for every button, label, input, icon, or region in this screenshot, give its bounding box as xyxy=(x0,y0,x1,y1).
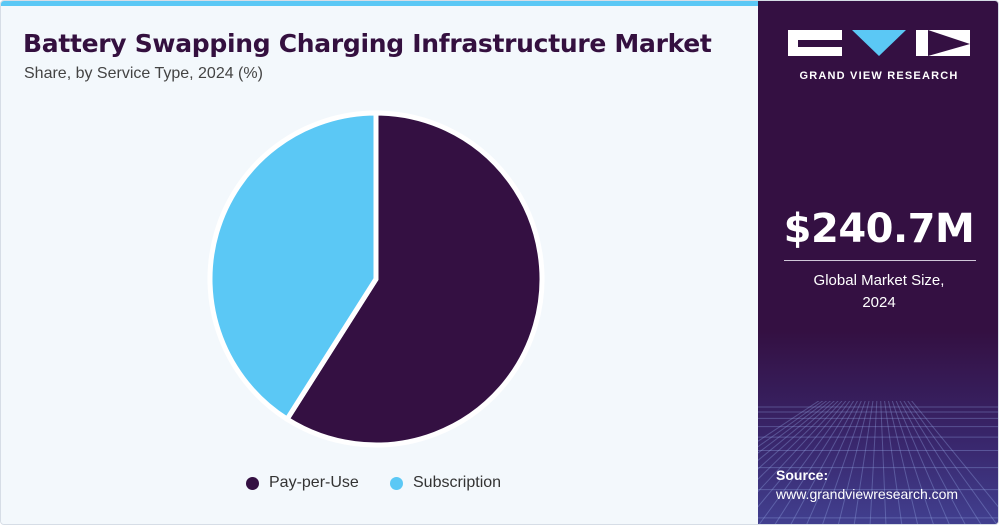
grid-line xyxy=(758,401,839,480)
pie-slice-pay-per-use xyxy=(283,110,545,448)
grid-line xyxy=(790,401,858,524)
accent-top-bar xyxy=(1,1,758,6)
grid-line xyxy=(869,401,878,524)
grid-line xyxy=(758,401,828,454)
pie-slice-subscription xyxy=(207,110,379,423)
grid-line xyxy=(903,401,982,524)
legend-swatch-pay-per-use xyxy=(246,476,259,490)
grand-view-research-logo xyxy=(788,30,970,56)
grid-line xyxy=(853,401,874,524)
grid-line xyxy=(758,401,832,461)
market-size-label: Global Market Size, 2024 xyxy=(758,270,998,314)
divider xyxy=(784,260,976,261)
brand-name: GRAND VIEW RESEARCH xyxy=(799,70,959,82)
grid-line xyxy=(822,401,866,524)
grid-line xyxy=(880,401,887,524)
panel-glow xyxy=(758,331,998,524)
grid-line xyxy=(758,401,843,493)
chart-title: Battery Swapping Charging Infrastructure… xyxy=(23,29,712,58)
grid-line xyxy=(774,401,855,524)
perspective-grid-decoration xyxy=(758,401,998,524)
grid-line xyxy=(837,401,870,524)
chart-subtitle: Share, by Service Type, 2024 (%) xyxy=(24,65,263,82)
grid-line xyxy=(891,401,934,524)
pie-chart xyxy=(207,110,545,448)
market-size-value: $240.7M xyxy=(783,206,975,252)
grid-line xyxy=(887,401,919,524)
grid-line xyxy=(911,401,998,508)
grid-line xyxy=(806,401,862,524)
grid-line xyxy=(758,401,835,470)
market-size-label-line1: Global Market Size, xyxy=(813,272,945,289)
chart-legend: Pay-per-Use Subscription xyxy=(1,474,758,498)
legend-label-subscription: Subscription xyxy=(413,474,502,491)
market-size-label-line2: 2024 xyxy=(862,294,896,311)
grid-line xyxy=(884,401,903,524)
grid-line xyxy=(758,401,824,448)
legend-swatch-subscription xyxy=(390,476,403,490)
grid-line xyxy=(907,401,998,524)
grid-line xyxy=(895,401,950,524)
chart-panel: Battery Swapping Charging Infrastructure… xyxy=(1,1,758,524)
legend-item-subscription: Subscription xyxy=(390,474,501,492)
grid-line xyxy=(758,401,851,524)
grid-line xyxy=(758,401,847,508)
source-label: Source: xyxy=(776,467,829,483)
grid-line xyxy=(899,401,966,524)
source-link[interactable]: www.grandviewresearch.com xyxy=(776,486,959,502)
summary-panel: GRAND VIEW RESEARCH $240.7M Global Marke… xyxy=(758,1,998,524)
legend-label-pay-per-use: Pay-per-Use xyxy=(269,474,359,491)
legend-item-pay-per-use: Pay-per-Use xyxy=(246,474,359,492)
